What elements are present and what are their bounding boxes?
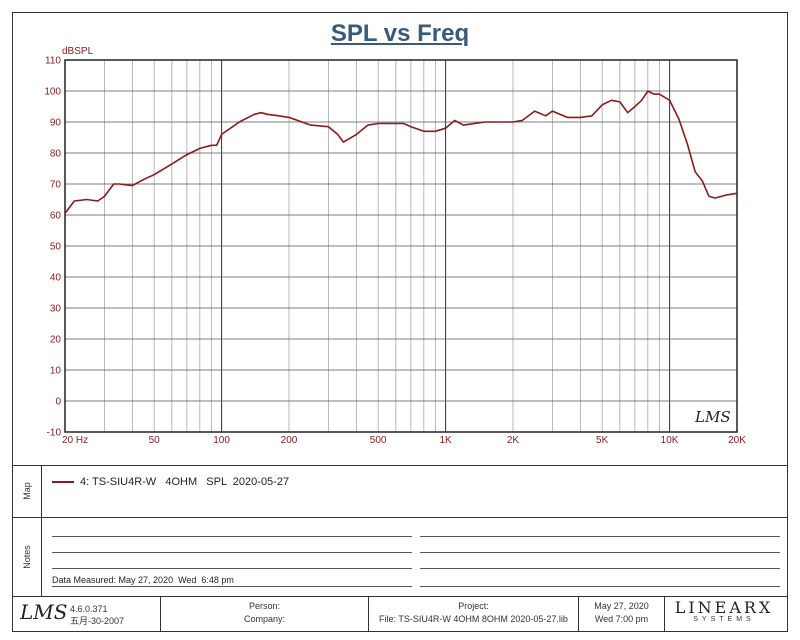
brand-cell (664, 596, 788, 632)
note-line (52, 586, 412, 587)
note-line (52, 536, 412, 537)
plot-border (64, 59, 738, 433)
person-label: Person: (248, 601, 281, 611)
y-tick-label: 30 (50, 304, 62, 315)
divider-map-top (12, 465, 788, 466)
version-info: 4.6.0.371 五月-30-2007 (70, 603, 124, 627)
tick-layer: -10 0 10 20 30 40 50 60 70 80 90 100 110 20 Hz 50 100 20… (44, 56, 746, 447)
y-tick-label: -10 (47, 428, 62, 439)
y-tick-label: 10 (50, 366, 62, 377)
legend-entry: 4: TS-SIU4R-W 4OHM SPL 2020-05-27 (52, 476, 289, 488)
version-number: 4.6.0.371 (70, 604, 108, 614)
notes-side-label: Notes (12, 517, 42, 596)
y-tick-label: 40 (50, 273, 62, 284)
note-line (420, 586, 780, 587)
note-line (420, 536, 780, 537)
linearx-logo: LINEARX (674, 598, 774, 617)
chart-title: SPL vs Freq (330, 20, 470, 47)
page-frame (12, 12, 788, 632)
note-line (52, 568, 412, 569)
company-label: Company: (243, 614, 286, 624)
lms-watermark: LMS (694, 408, 731, 426)
y-tick-label: 90 (50, 118, 62, 129)
footer-date: May 27, 2020 (594, 601, 649, 611)
legend-text: 4: TS-SIU4R-W 4OHM SPL 2020-05-27 (80, 476, 290, 488)
grid-layer (64, 59, 738, 433)
series-layer (64, 90, 738, 214)
x-tick-label: 100 (213, 435, 230, 446)
x-tick-label: 1K (439, 435, 452, 446)
x-tick-label: 20K (728, 435, 746, 446)
project-label: Project: (458, 601, 489, 611)
y-tick-label: 50 (50, 242, 62, 253)
y-tick-label: 70 (50, 180, 62, 191)
x-tick-label: 5K (596, 435, 609, 446)
y-tick-label: 110 (45, 56, 61, 67)
y-tick-label: 0 (55, 397, 61, 408)
y-tick-label: 80 (50, 149, 62, 160)
x-tick-label: 50 (149, 435, 161, 446)
y-tick-label: 60 (50, 211, 62, 222)
y-tick-label: 100 (44, 87, 61, 98)
lms-logo: LMS (20, 600, 68, 624)
x-tick-label: 200 (281, 435, 298, 446)
project-file: File: TS-SIU4R-W 4OHM 8OHM 2020-05-27.li… (379, 614, 568, 624)
linearx-systems: SYSTEMS (693, 616, 755, 623)
note-line (52, 552, 412, 553)
spl-series-line (64, 90, 738, 214)
y-axis-label: dBSPL (62, 46, 94, 57)
spl-chart: -10 0 10 20 30 40 50 60 70 80 90 100 110 20 Hz 50 100 20… (44, 46, 746, 447)
date-cell: May 27, 2020 Wed 7:00 pm (578, 596, 664, 632)
x-tick-label: 10K (661, 435, 679, 446)
map-side-label: Map (12, 465, 42, 517)
divider-footer-top (12, 596, 788, 597)
x-tick-label: 2K (507, 435, 520, 446)
x-tick-label: 20 Hz (62, 435, 88, 446)
notes-label: Notes (21, 544, 32, 569)
person-cell: Person: Company: (160, 596, 368, 632)
project-cell: Project: File: TS-SIU4R-W 4OHM 8OHM 2020… (368, 596, 578, 632)
note-line (420, 568, 780, 569)
data-measured: Data Measured: May 27, 2020 Wed 6:48 pm (52, 575, 234, 585)
footer-time: Wed 7:00 pm (594, 614, 649, 624)
divider-notes-top (12, 517, 788, 518)
y-tick-label: 20 (50, 335, 62, 346)
map-label: Map (21, 482, 32, 500)
legend-swatch (52, 481, 74, 483)
note-line (420, 552, 780, 553)
version-date: 五月-30-2007 (70, 616, 125, 626)
x-tick-label: 500 (370, 435, 387, 446)
